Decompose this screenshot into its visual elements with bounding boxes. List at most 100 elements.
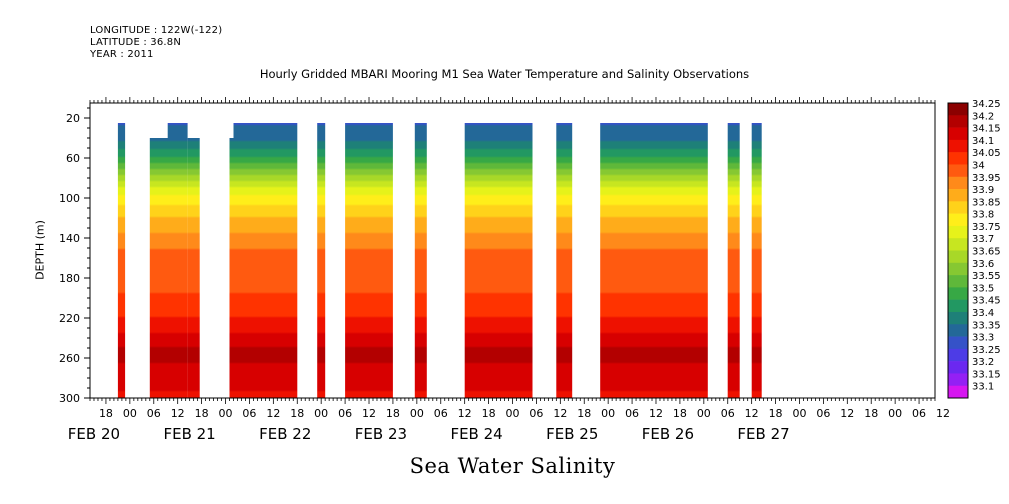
x-tick-label: 18 (386, 407, 400, 420)
x-tick-label: 12 (936, 407, 950, 420)
colorbar-swatch (948, 348, 968, 362)
data-segment (414, 123, 427, 398)
data-segment (317, 123, 326, 398)
data-segment (600, 123, 708, 398)
colorbar-swatch (948, 139, 968, 153)
x-date-label: FEB 25 (546, 425, 598, 443)
y-tick-label: 180 (59, 272, 80, 285)
colorbar-label: 33.15 (972, 369, 1001, 380)
x-tick-label: 06 (816, 407, 830, 420)
x-tick-label: 12 (840, 407, 854, 420)
colorbar-frame (947, 102, 969, 399)
colorbar-swatch (948, 213, 968, 227)
colorbar-label: 33.7 (972, 234, 994, 245)
colorbar-swatch (948, 238, 968, 251)
colorbar-swatch (948, 287, 968, 300)
x-tick-label: 06 (147, 407, 161, 420)
x-date-label: FEB 22 (259, 425, 311, 443)
y-axis-label: DEPTH (m) (33, 220, 47, 280)
x-tick-label: 12 (553, 407, 567, 420)
colorbar-label: 33.65 (972, 247, 1001, 258)
x-date-label: FEB 27 (737, 425, 789, 443)
salinity-field (117, 123, 762, 398)
data-segment (345, 123, 393, 398)
x-tick-label: 12 (171, 407, 185, 420)
x-tick-label: 00 (601, 407, 615, 420)
colorbar-swatch (948, 373, 968, 387)
x-tick-label: 18 (769, 407, 783, 420)
colorbar-label: 34.15 (972, 124, 1001, 135)
colorbar-label: 33.45 (972, 296, 1001, 307)
x-tick-label: 18 (482, 407, 496, 420)
data-segment (167, 123, 188, 398)
colorbar-swatch (948, 250, 968, 264)
data-segment (464, 123, 533, 398)
colorbar-label: 33.85 (972, 197, 1001, 208)
x-tick-label: 12 (458, 407, 472, 420)
colorbar-label: 33.25 (972, 345, 1001, 356)
x-tick-label: 18 (673, 407, 687, 420)
x-tick-label: 06 (434, 407, 448, 420)
colorbar-label: 33.55 (972, 271, 1001, 282)
x-tick-label: 00 (410, 407, 424, 420)
x-tick-label: 00 (123, 407, 137, 420)
colorbar-swatch (948, 299, 968, 313)
colorbar-swatch (948, 164, 968, 178)
x-tick-label: 12 (362, 407, 376, 420)
colorbar-swatch (948, 336, 968, 350)
x-tick-label: 00 (792, 407, 806, 420)
longitude-label: LONGITUDE : 122W(-122) (90, 25, 223, 36)
colorbar-swatch (948, 189, 968, 202)
x-tick-label: 18 (577, 407, 591, 420)
colorbar-label: 34.05 (972, 148, 1001, 159)
x-tick-label: 06 (912, 407, 926, 420)
colorbar-label: 33.1 (972, 382, 994, 393)
y-tick-label: 100 (59, 192, 80, 205)
x-tick-label: 00 (697, 407, 711, 420)
y-tick-label: 140 (59, 232, 80, 245)
data-segment (727, 123, 740, 398)
colorbar-swatch (948, 103, 968, 116)
y-tick-label: 220 (59, 312, 80, 325)
colorbar-label: 33.75 (972, 222, 1001, 233)
x-tick-label: 00 (314, 407, 328, 420)
colorbar-label: 34 (972, 161, 985, 172)
colorbar-label: 33.95 (972, 173, 1001, 184)
colorbar-swatch (948, 311, 968, 325)
y-axis: 20 60 100 140 180 220 260 300 (59, 107, 90, 405)
x-tick-label: 18 (864, 407, 878, 420)
colorbar-swatch (948, 176, 968, 190)
colorbar-swatch (948, 152, 968, 165)
x-date-label: FEB 26 (642, 425, 694, 443)
data-segment (229, 138, 234, 398)
x-tick-label: 12 (649, 407, 663, 420)
x-tick-label: 00 (506, 407, 520, 420)
x-tick-label: 06 (242, 407, 256, 420)
colorbar-label: 33.5 (972, 283, 994, 294)
colorbar-label: 33.4 (972, 308, 994, 319)
colorbar-swatch (948, 225, 968, 239)
x-axis-label: Sea Water Salinity (409, 454, 616, 478)
colorbar-swatch (948, 361, 968, 374)
colorbar-label: 33.9 (972, 185, 994, 196)
data-segment (751, 123, 762, 398)
x-date-label: FEB 23 (355, 425, 407, 443)
colorbar-label: 33.35 (972, 320, 1001, 331)
data-segment (233, 123, 298, 398)
colorbar-swatch (948, 275, 968, 288)
x-tick-label: 18 (99, 407, 113, 420)
y-tick-label: 260 (59, 352, 80, 365)
x-date-label: FEB 20 (68, 425, 120, 443)
x-tick-label: 18 (195, 407, 209, 420)
year-label: YEAR : 2011 (90, 49, 154, 60)
data-segment (117, 123, 126, 398)
x-tick-label: 06 (529, 407, 543, 420)
x-tick-label: 00 (888, 407, 902, 420)
colorbar-swatch (948, 201, 968, 214)
x-date-label: FEB 21 (163, 425, 215, 443)
chart-title: Hourly Gridded MBARI Mooring M1 Sea Wate… (259, 67, 750, 81)
x-tick-label: 12 (266, 407, 280, 420)
x-tick-label: 18 (290, 407, 304, 420)
